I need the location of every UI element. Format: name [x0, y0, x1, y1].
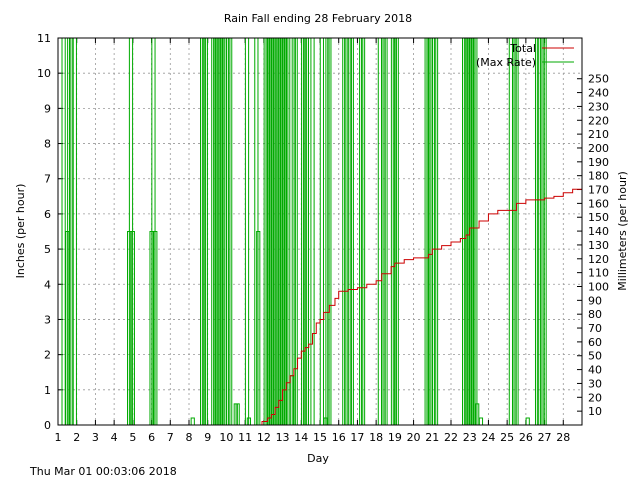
x-tick-label: 19 — [388, 431, 402, 444]
y2-tick-label: 120 — [588, 253, 609, 266]
x-tick-label: 8 — [186, 431, 193, 444]
x-tick-label: 7 — [167, 431, 174, 444]
y2-tick-label: 110 — [588, 267, 609, 280]
y2-tick-label: 40 — [588, 364, 602, 377]
series-max-rate-line — [58, 37, 582, 426]
y2-tick-label: 220 — [588, 114, 609, 127]
x-tick-label: 5 — [129, 431, 136, 444]
series-layer — [58, 37, 583, 426]
x-tick-label: 6 — [148, 431, 155, 444]
x-tick-label: 26 — [519, 431, 533, 444]
plot-frame — [57, 37, 583, 426]
y-tick-label: 8 — [44, 138, 51, 151]
y2-tick-label: 30 — [588, 377, 602, 390]
x-tick-label: 18 — [369, 431, 383, 444]
x-tick-label: 2 — [73, 431, 80, 444]
x-tick-label: 15 — [313, 431, 327, 444]
timestamp: Thu Mar 01 00:03:06 2018 — [29, 465, 177, 478]
y2-tick-label: 180 — [588, 170, 609, 183]
x-tick-label: 24 — [481, 431, 495, 444]
y2-tick-label: 90 — [588, 294, 602, 307]
x-tick-label: 11 — [238, 431, 252, 444]
y2-tick-label: 60 — [588, 336, 602, 349]
y2-tick-label: 140 — [588, 225, 609, 238]
y2-tick-label: 10 — [588, 405, 602, 418]
x-tick-label: 1 — [55, 431, 62, 444]
axes: 1 2 3 4 5 6 7 8 9 10 11 12 13 14 15 16 17 18 19 20 21 22 23 24 2… — [37, 32, 609, 444]
y-tick-label: 7 — [44, 173, 51, 186]
y-tick-label: 5 — [44, 243, 51, 256]
series-total-line — [58, 185, 583, 426]
y2-tick-label: 150 — [588, 211, 609, 224]
y2-tick-label: 80 — [588, 308, 602, 321]
y2-tick-label: 160 — [588, 197, 609, 210]
legend-label: Total — [509, 42, 536, 55]
chart-title: Rain Fall ending 28 February 2018 — [224, 12, 412, 25]
x-tick-label: 12 — [257, 431, 271, 444]
x-axis-label: Day — [307, 452, 329, 465]
y-tick-label: 6 — [44, 208, 51, 221]
legend: Total(Max Rate) — [476, 42, 574, 69]
legend-label: (Max Rate) — [476, 56, 536, 69]
x-tick-label: 21 — [425, 431, 439, 444]
y2-tick-label: 170 — [588, 184, 609, 197]
y2-tick-label: 210 — [588, 128, 609, 141]
y2-tick-label: 20 — [588, 391, 602, 404]
y2-tick-label: 250 — [588, 73, 609, 86]
x-tick-label: 27 — [538, 431, 552, 444]
y2-tick-label: 200 — [588, 142, 609, 155]
y-tick-label: 2 — [44, 349, 51, 362]
y-tick-label: 3 — [44, 313, 51, 326]
y2-axis-label: Millimeters (per hour) — [616, 171, 629, 291]
x-tick-label: 23 — [463, 431, 477, 444]
x-tick-label: 3 — [92, 431, 99, 444]
x-tick-label: 28 — [556, 431, 570, 444]
y2-tick-label: 230 — [588, 100, 609, 113]
x-tick-label: 25 — [500, 431, 514, 444]
y2-tick-label: 70 — [588, 322, 602, 335]
x-tick-label: 4 — [111, 431, 118, 444]
x-tick-label: 13 — [276, 431, 290, 444]
x-tick-label: 10 — [219, 431, 233, 444]
x-tick-label: 14 — [294, 431, 308, 444]
y-tick-label: 4 — [44, 278, 51, 291]
x-tick-label: 22 — [444, 431, 458, 444]
x-tick-label: 9 — [204, 431, 211, 444]
y-tick-label: 0 — [44, 419, 51, 432]
y2-tick-label: 50 — [588, 350, 602, 363]
y-axis-label: Inches (per hour) — [14, 184, 27, 279]
y2-tick-label: 130 — [588, 239, 609, 252]
y2-tick-label: 240 — [588, 87, 609, 100]
y-tick-label: 9 — [44, 102, 51, 115]
x-tick-label: 16 — [332, 431, 346, 444]
y-tick-label: 10 — [37, 67, 51, 80]
y-tick-label: 11 — [37, 32, 51, 45]
x-tick-label: 20 — [407, 431, 421, 444]
x-tick-label: 17 — [350, 431, 364, 444]
y-tick-label: 1 — [44, 384, 51, 397]
y2-tick-label: 190 — [588, 156, 609, 169]
y2-tick-label: 100 — [588, 280, 609, 293]
